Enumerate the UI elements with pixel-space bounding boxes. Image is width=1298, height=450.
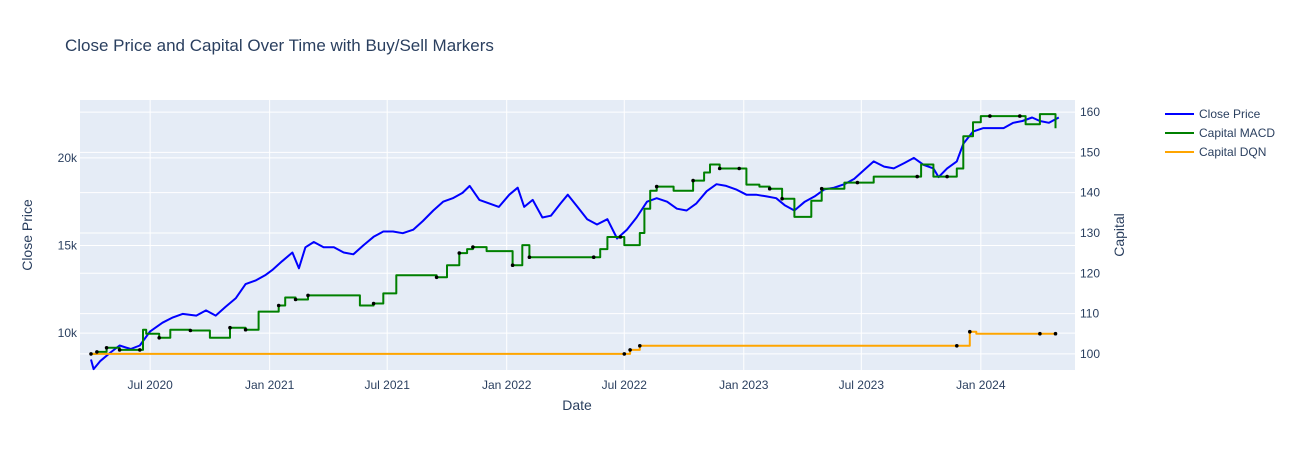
legend-label-close-price: Close Price xyxy=(1199,107,1261,121)
legend-label-capital-dqn: Capital DQN xyxy=(1199,145,1266,159)
trade-marker xyxy=(638,344,642,348)
trade-marker xyxy=(293,297,298,302)
series-close-price xyxy=(90,116,1060,371)
trade-marker xyxy=(95,350,99,354)
y2-tick-label: 100 xyxy=(1080,347,1100,361)
trade-marker xyxy=(855,180,860,185)
trade-marker xyxy=(622,352,627,356)
y2-tick-label: 160 xyxy=(1080,105,1100,119)
plot-area xyxy=(80,100,1075,370)
trade-marker xyxy=(780,196,784,201)
y-tick-label: 20k xyxy=(58,151,78,165)
trade-marker xyxy=(457,251,462,255)
trade-marker xyxy=(767,186,772,191)
trade-marker xyxy=(618,235,623,239)
trade-marker xyxy=(371,301,376,306)
trade-marker xyxy=(591,255,596,259)
y2-tick-label: 130 xyxy=(1080,226,1100,240)
trade-marker xyxy=(955,344,959,348)
trade-marker xyxy=(276,303,281,308)
x-tick-label: Jan 2021 xyxy=(245,378,295,392)
y2-tick-label: 140 xyxy=(1080,186,1100,200)
trade-marker xyxy=(915,174,919,179)
trade-marker xyxy=(243,327,248,332)
trade-marker xyxy=(717,166,722,171)
trade-marker xyxy=(691,178,695,183)
y-tick-label: 10k xyxy=(58,326,78,340)
trade-marker xyxy=(988,114,992,118)
y-axis-title: Close Price xyxy=(19,199,35,271)
trade-marker xyxy=(228,325,232,330)
legend-item-close-price[interactable]: Close Price xyxy=(1165,107,1261,121)
trade-marker xyxy=(945,174,949,179)
series-capital-macd xyxy=(91,113,1057,355)
axes: Jul 2020 Jan 2021 Jul 2021 Jan 2022 Jul 2022… xyxy=(58,105,1101,392)
trade-marker xyxy=(819,186,824,191)
trade-marker xyxy=(1038,331,1042,336)
legend-label-capital-macd: Capital MACD xyxy=(1199,126,1275,140)
x-tick-label: Jul 2022 xyxy=(602,378,648,392)
x-tick-label: Jan 2022 xyxy=(482,378,532,392)
trade-markers xyxy=(89,114,1058,356)
trade-marker xyxy=(654,184,659,189)
chart-title: Close Price and Capital Over Time with B… xyxy=(65,36,494,55)
trade-marker xyxy=(157,336,161,340)
trade-marker xyxy=(527,255,532,259)
x-tick-label: Jan 2023 xyxy=(719,378,769,392)
trade-marker xyxy=(968,329,972,334)
y2-tick-label: 110 xyxy=(1080,307,1099,321)
y2-tick-label: 150 xyxy=(1080,145,1100,159)
trade-marker xyxy=(117,348,122,352)
trade-marker xyxy=(510,263,515,268)
x-tick-label: Jul 2020 xyxy=(127,378,173,392)
y2-axis-title: Capital xyxy=(1111,213,1127,257)
trade-marker xyxy=(471,245,475,249)
trade-marker xyxy=(434,275,439,280)
trade-marker xyxy=(737,166,741,171)
x-axis-title: Date xyxy=(562,397,592,413)
x-tick-label: Jul 2023 xyxy=(839,378,885,392)
trade-marker xyxy=(104,346,109,350)
legend-item-capital-macd[interactable]: Capital MACD xyxy=(1165,126,1275,140)
trade-marker xyxy=(89,352,93,356)
trade-marker xyxy=(628,348,632,352)
y-tick-label: 15k xyxy=(58,239,78,253)
x-tick-label: Jul 2021 xyxy=(365,378,411,392)
trade-marker xyxy=(306,293,310,298)
trade-marker xyxy=(138,348,142,352)
y2-tick-label: 120 xyxy=(1080,266,1100,280)
x-tick-label: Jan 2024 xyxy=(956,378,1006,392)
trade-marker xyxy=(1053,331,1058,336)
legend[interactable]: Close Price Capital MACD Capital DQN xyxy=(1165,107,1275,159)
trade-marker xyxy=(1018,114,1022,118)
legend-item-capital-dqn[interactable]: Capital DQN xyxy=(1165,145,1266,159)
trade-marker xyxy=(188,328,193,333)
